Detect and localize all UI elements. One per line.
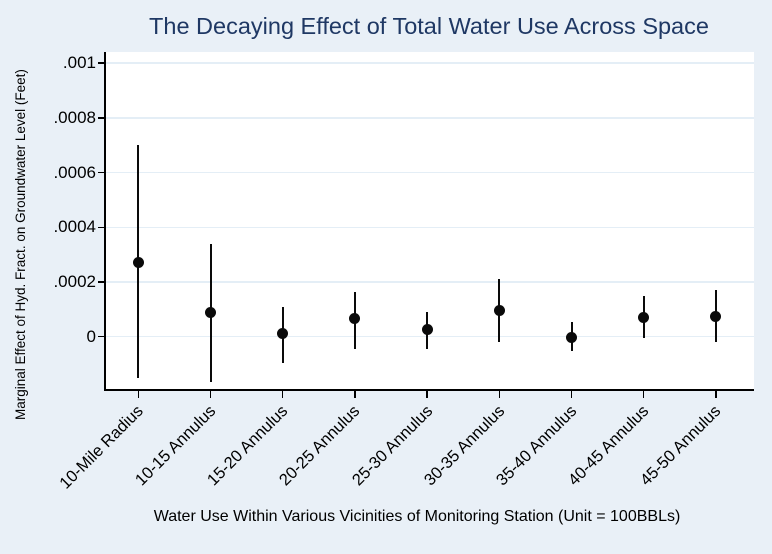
gridline xyxy=(106,281,754,283)
estimate-marker xyxy=(710,310,722,322)
estimate-marker xyxy=(638,312,650,324)
gridline xyxy=(106,117,754,119)
x-axis-line xyxy=(104,389,754,391)
estimate-marker xyxy=(566,331,577,343)
x-axis-tick xyxy=(498,390,501,398)
y-axis-title: Marginal Effect of Hyd. Fract. on Ground… xyxy=(13,69,28,420)
estimate-marker xyxy=(205,306,216,318)
gridline xyxy=(106,335,754,338)
estimate-marker xyxy=(421,324,433,336)
gridline xyxy=(106,226,754,229)
y-axis-tick xyxy=(98,62,105,64)
x-axis-tick xyxy=(570,390,573,398)
estimate-marker xyxy=(349,313,361,325)
x-axis-tick xyxy=(354,390,356,398)
y-axis-tick xyxy=(98,281,105,283)
y-axis-tick xyxy=(98,117,105,119)
x-axis-tick xyxy=(209,390,212,398)
plot-area xyxy=(106,52,754,389)
y-axis-tick-label: .0004 xyxy=(53,217,96,237)
chart-title: The Decaying Effect of Total Water Use A… xyxy=(149,13,709,39)
y-axis-tick xyxy=(98,171,105,174)
y-axis-tick-label: .0006 xyxy=(53,162,96,182)
x-axis-tick xyxy=(642,390,645,398)
x-axis-tick xyxy=(715,390,717,398)
x-axis-tick xyxy=(426,390,428,398)
y-axis-tick xyxy=(98,226,105,229)
x-axis-tick xyxy=(281,390,284,398)
y-axis-tick-label: 0 xyxy=(86,326,96,346)
y-axis-tick-label: .0008 xyxy=(53,107,96,127)
estimate-marker xyxy=(493,305,505,317)
estimate-marker xyxy=(132,257,144,269)
x-axis-title: Water Use Within Various Vicinities of M… xyxy=(153,508,681,525)
estimate-marker xyxy=(277,328,289,340)
gridline xyxy=(106,171,754,174)
x-axis-tick xyxy=(137,390,140,398)
gridline xyxy=(106,62,754,64)
y-axis-tick xyxy=(98,335,105,338)
y-axis-tick-label: .0002 xyxy=(53,272,96,291)
y-axis-tick-label: .001 xyxy=(62,53,96,73)
y-axis-line xyxy=(104,52,107,391)
